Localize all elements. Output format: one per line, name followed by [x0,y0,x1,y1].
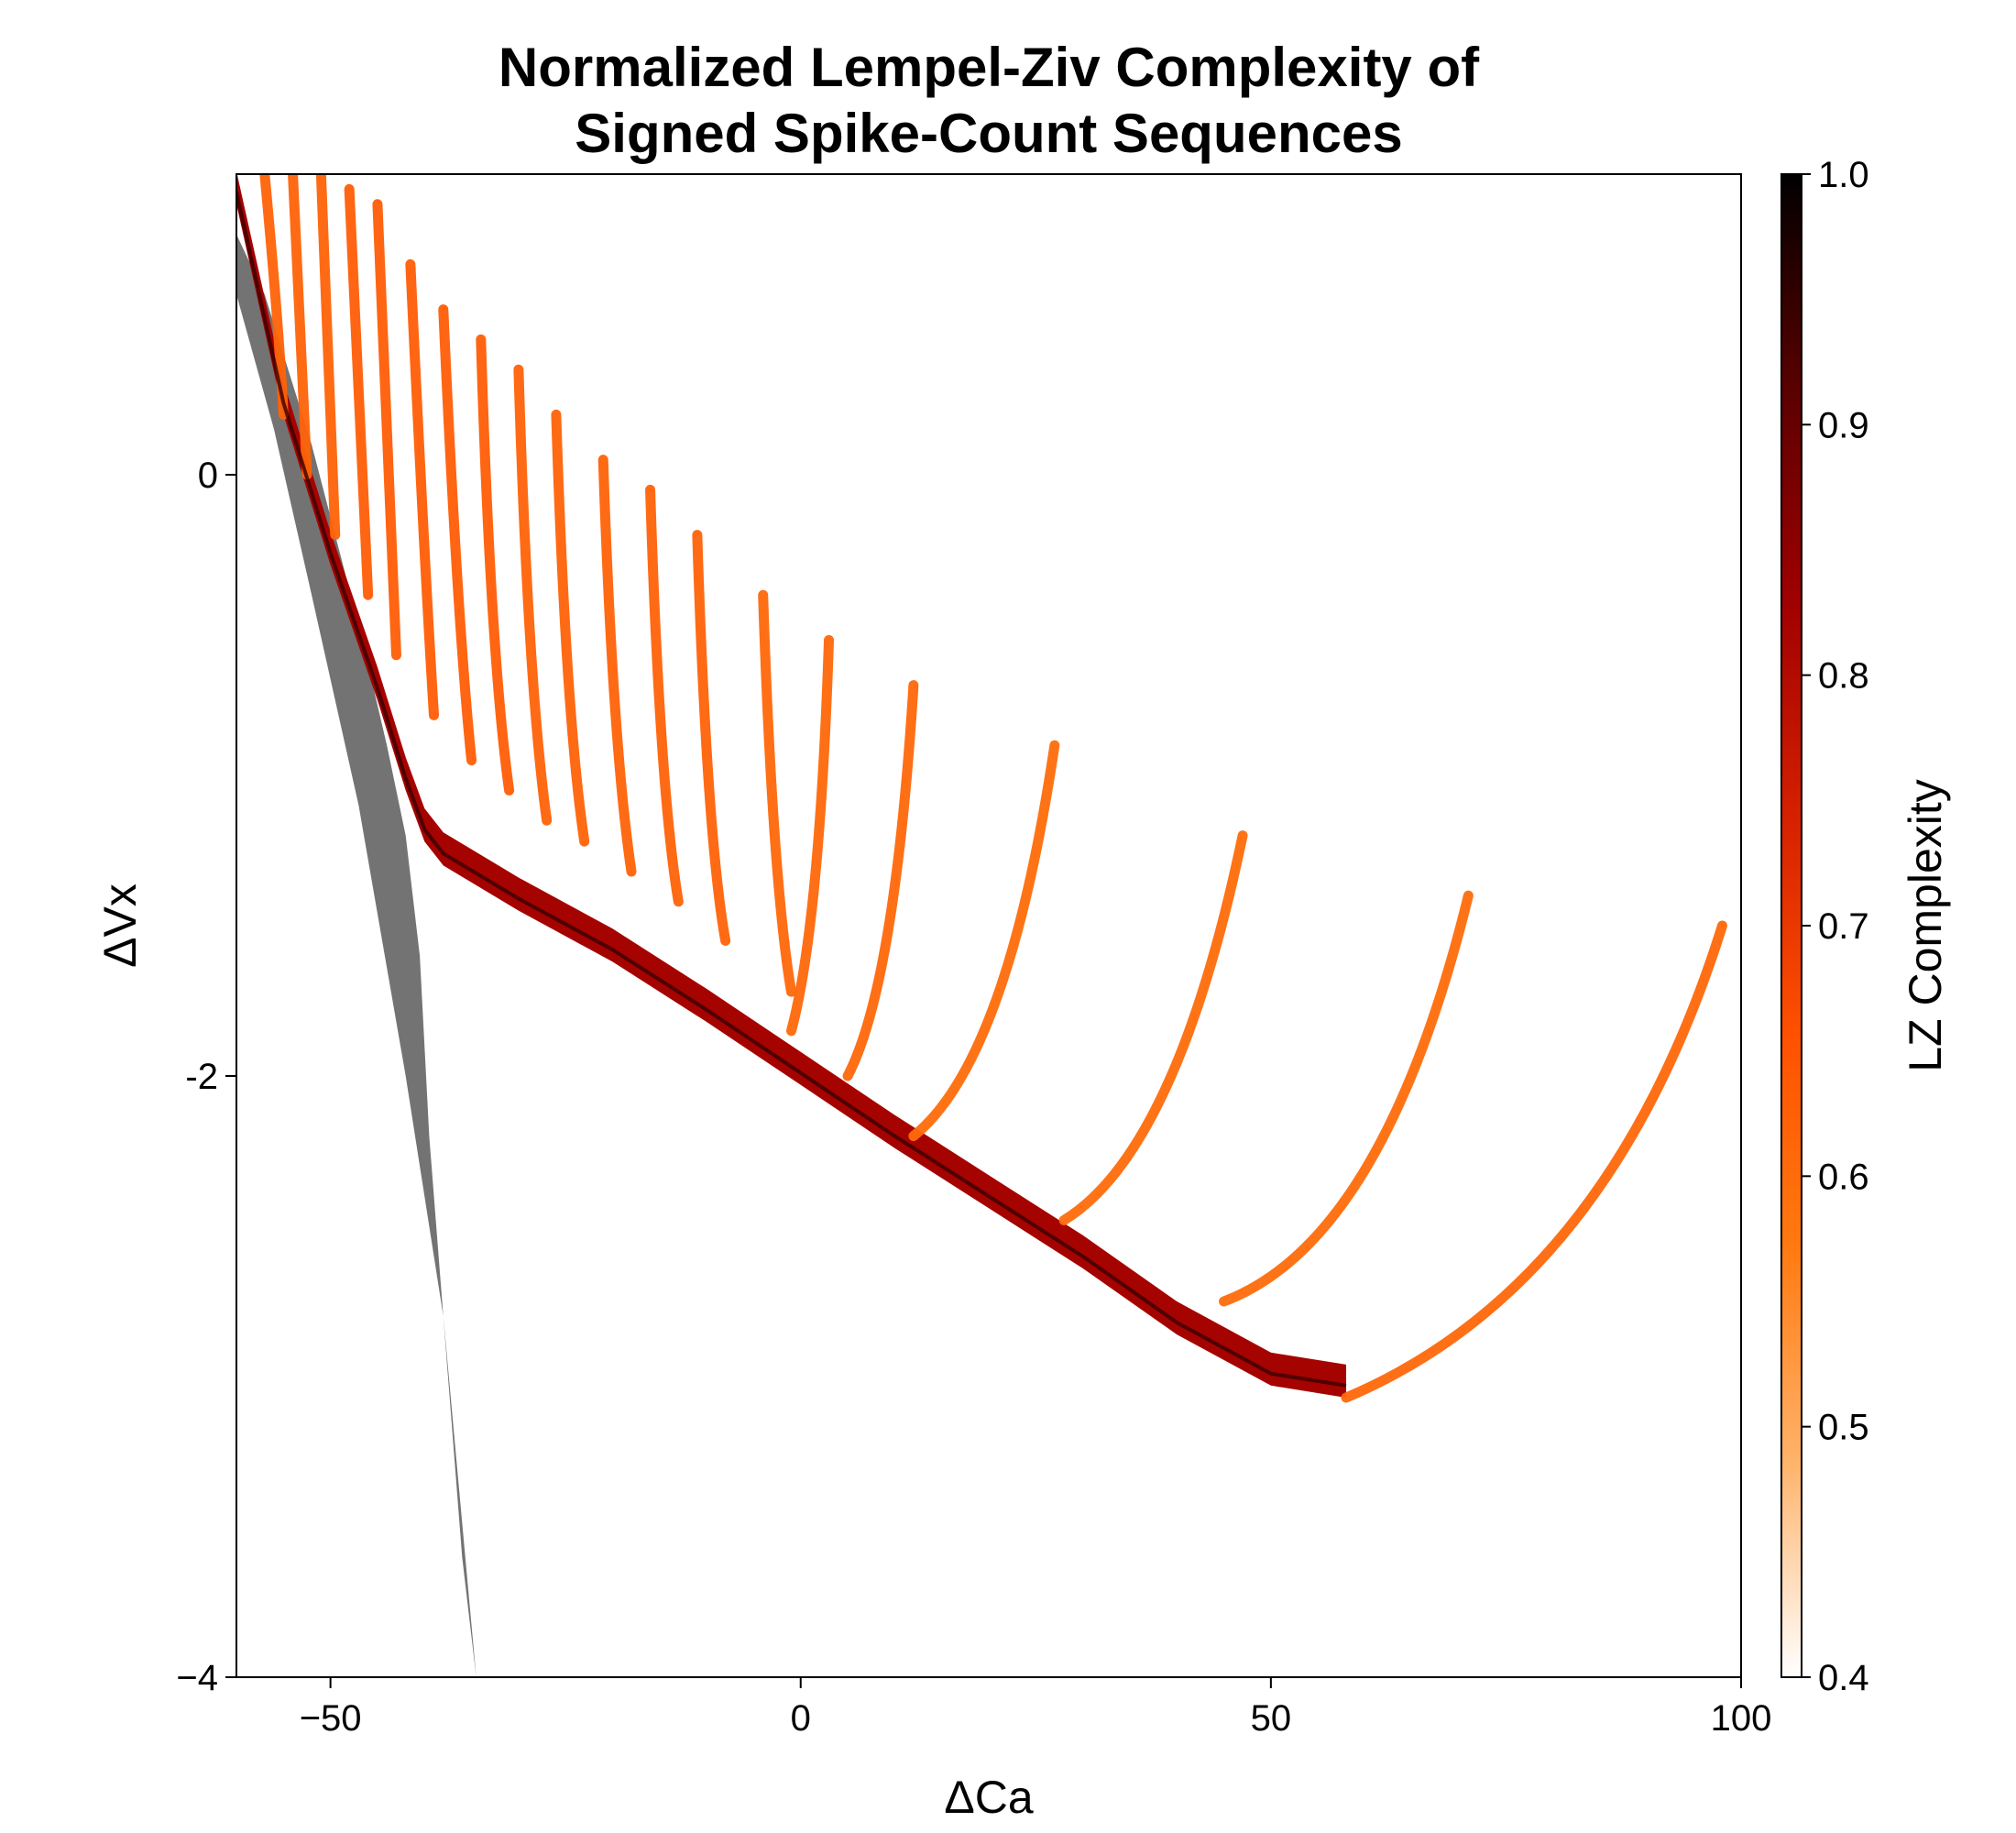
arc-5 [372,199,401,661]
x-tick-label-3: 100 [1711,1698,1772,1739]
x-tick-label-1: 0 [791,1698,811,1739]
arc-6 [405,258,440,720]
arc-10 [551,409,590,847]
x-axis: −50 0 50 100 [300,1677,1772,1739]
colorbar-tick-label-6: 0.4 [1818,1658,1869,1698]
arc-20 [1341,920,1727,1403]
main-arc-core [236,192,1347,1388]
y-axis: 0 -2 −4 [176,456,236,1698]
plot-area [236,174,1727,1677]
arc-8 [476,334,515,796]
main-arc-band [236,174,1346,1398]
colorbar-tick-label-0: 1.0 [1818,155,1869,195]
colorbar-ticks: 1.0 0.9 0.8 0.7 0.6 0.5 0.4 [1802,155,1869,1698]
arc-16 [842,680,919,1081]
chart-title-line-2: Signed Spike-Count Sequences [575,103,1403,164]
x-tick-label-0: −50 [300,1698,362,1739]
arc-2 [288,174,312,480]
y-tick-label-2: −4 [176,1658,218,1698]
arc-14 [758,589,796,997]
arc-13 [692,530,731,946]
arc-18 [1058,830,1248,1225]
colorbar-tick-label-5: 0.5 [1818,1408,1869,1448]
colorbar-tick-label-3: 0.7 [1818,906,1869,947]
arc-7 [438,304,477,766]
arc-9 [513,364,553,826]
y-tick-label-1: -2 [185,1057,218,1097]
colorbar-label: LZ Complexity [1900,779,1951,1072]
black-wedge-region [236,234,477,1677]
plot-frame [236,173,1742,1678]
colorbar-tick-label-2: 0.8 [1818,656,1869,697]
chart-title: Normalized Lempel-Ziv Complexity of Sign… [236,35,1741,167]
arc-19 [1219,890,1474,1307]
x-axis-label: ΔCa [944,1772,1034,1823]
x-tick-label-2: 50 [1251,1698,1292,1739]
chart-title-line-1: Normalized Lempel-Ziv Complexity of [498,37,1480,98]
colorbar: 1.0 0.9 0.8 0.7 0.6 0.5 0.4 LZ Complexity [1780,155,1951,1698]
arc-12 [645,484,684,907]
arc-3 [315,174,341,541]
arc-17 [908,740,1060,1142]
colorbar-tick-label-4: 0.6 [1818,1157,1869,1197]
arc-4 [344,183,374,600]
colorbar-gradient [1780,173,1802,1678]
arc-11 [597,455,637,877]
colorbar-tick-label-1: 0.9 [1818,405,1869,445]
y-tick-label-0: 0 [198,456,218,496]
arc-15 [785,634,835,1037]
y-axis-label: ΔVx [94,884,146,968]
